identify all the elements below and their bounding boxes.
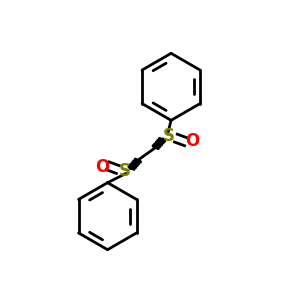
Text: S: S: [163, 128, 175, 146]
Text: O: O: [185, 132, 199, 150]
Text: O: O: [95, 158, 109, 175]
Text: S: S: [119, 162, 131, 180]
